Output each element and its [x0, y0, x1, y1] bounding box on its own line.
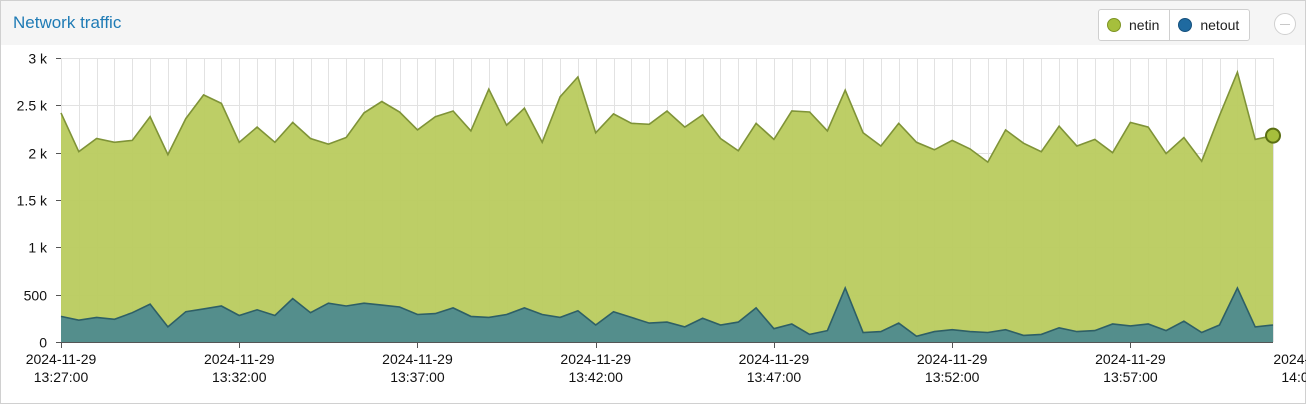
x-tick-label-date: 2024-11-29	[204, 351, 275, 367]
label-layer: 0 500 1 k 1.5 k 2 k 2.5 k 3 k 2024-11-29 13:27:0…	[17, 51, 1306, 386]
axis-layer	[56, 58, 1273, 348]
netout-area	[61, 288, 1273, 342]
x-tick-label-date: 2024-11-29	[26, 351, 97, 367]
netin-line	[60, 69, 1274, 164]
legend-label-netin: netin	[1129, 17, 1160, 33]
x-tick-label-time: 13:57:00	[1103, 369, 1158, 385]
legend-label-netout: netout	[1200, 17, 1240, 33]
y-tick-label: 1.5 k	[17, 193, 48, 209]
y-tick-label: 0	[39, 335, 47, 351]
legend-item-netin[interactable]: netin	[1099, 10, 1169, 40]
x-tick-label-time: 13:52:00	[925, 369, 980, 385]
panel-title: Network traffic	[13, 13, 122, 32]
x-tick-label-date: 2024-11-29	[1273, 351, 1306, 367]
x-tick-label-date: 2024-11-29	[917, 351, 988, 367]
legend-item-netout[interactable]: netout	[1169, 10, 1249, 40]
netin-hover-marker	[1265, 127, 1281, 144]
y-tick-label: 1 k	[28, 240, 48, 256]
area-layer	[60, 69, 1281, 342]
x-tick-label-time: 13:47:00	[747, 369, 802, 385]
netout-line	[60, 285, 1274, 338]
y-tick-label: 2.5 k	[17, 98, 48, 114]
x-tick-label-time: 13:37:00	[390, 369, 445, 385]
netin-area	[61, 72, 1273, 342]
x-tick-label-time: 13:32:00	[212, 369, 267, 385]
chart-legend: netin netout	[1098, 9, 1251, 41]
x-tick-label-time: 14:02:00	[1281, 369, 1306, 385]
y-tick-label: 3 k	[28, 51, 48, 67]
x-tick-label-date: 2024-11-29	[739, 351, 810, 367]
collapse-icon[interactable]	[1274, 13, 1296, 35]
x-tick-label-time: 13:27:00	[34, 369, 89, 385]
x-tick-label-date: 2024-11-29	[382, 351, 453, 367]
y-tick-label: 500	[24, 288, 48, 304]
x-tick-label-date: 2024-11-29	[1095, 351, 1166, 367]
netin-dot-icon	[1107, 18, 1121, 32]
panel-header: Network traffic netin netout	[1, 1, 1305, 45]
netout-dot-icon	[1178, 18, 1193, 32]
x-tick-label-time: 13:42:00	[568, 369, 623, 385]
y-tick-label: 2 k	[28, 146, 48, 162]
x-tick-label-date: 2024-11-29	[560, 351, 631, 367]
